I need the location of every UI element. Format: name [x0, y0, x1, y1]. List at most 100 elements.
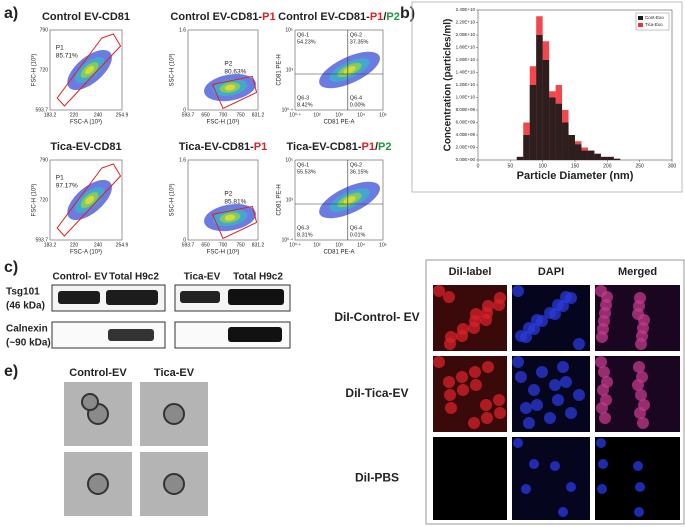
scatter-cloud [343, 66, 356, 74]
histogram-bar [516, 156, 524, 160]
cell [596, 438, 606, 448]
quadrant-percent: 54.23% [297, 39, 316, 45]
quadrant-percent: 37.35% [350, 39, 369, 45]
x-tick-label: 183.2 [44, 112, 57, 118]
cell [521, 484, 531, 494]
cell [444, 338, 456, 350]
x-tick-label: 183.2 [44, 242, 57, 248]
y-tick-label: 10³ [286, 197, 294, 203]
x-tick-label: 700 [219, 112, 228, 118]
scatter-cloud [343, 196, 356, 204]
x-tick-label: 593.7 [182, 112, 195, 118]
cell [634, 292, 646, 304]
gate-name: P1 [56, 174, 64, 181]
x-tick-label: 240 [94, 242, 103, 248]
histogram-bar [555, 103, 563, 160]
blot-row-label: Calnexin [6, 324, 48, 335]
cell [635, 482, 645, 492]
cell [493, 299, 505, 311]
column-header: Control-EV [69, 367, 127, 379]
gate-percent: 85.81% [224, 198, 246, 205]
y-tick-label: 10³ [286, 67, 294, 73]
histogram-bar [607, 156, 614, 160]
histogram-bar [613, 158, 621, 160]
cell [512, 285, 524, 297]
quadrant-name: Q6-1 [297, 162, 309, 168]
cell [480, 314, 492, 326]
plot-title: Control EV-CD81 [42, 11, 130, 23]
x-axis-label: FSC-H (10³) [207, 250, 240, 256]
gate [211, 205, 258, 240]
title-part: Control EV-CD81- [170, 11, 262, 23]
y-tick-label: 720 [40, 67, 49, 73]
y-tick-label: 0 [183, 107, 186, 113]
x-axis-label: FSC-A (10³) [70, 120, 102, 126]
blot-header: Tica-EV [184, 272, 221, 283]
cell [633, 461, 643, 471]
histogram-bar [536, 35, 543, 160]
panel-label: a) [4, 5, 18, 22]
x-tick-label: 10⁴ [357, 112, 365, 118]
micrograph [595, 437, 680, 520]
cell [456, 371, 468, 383]
cell [597, 484, 607, 494]
gate-percent: 85.71% [56, 52, 78, 59]
x-tick-label: 150 [571, 163, 580, 169]
vesicle [163, 473, 185, 495]
vesicle [163, 403, 185, 425]
title-part: P2 [386, 11, 399, 23]
cell [558, 507, 568, 517]
y-tick-label: 1.00E+10 [456, 95, 476, 100]
cell [637, 417, 649, 429]
y-tick-label: 2.00E+10 [456, 32, 476, 37]
cell [513, 438, 523, 448]
histogram-bar [575, 144, 582, 160]
cell [456, 330, 468, 342]
cell [468, 322, 480, 334]
legend-box [635, 12, 670, 31]
y-tick-label: 10⁵ [285, 27, 293, 33]
title-part: Tica-EV-CD81- [179, 141, 254, 153]
cell [529, 459, 539, 469]
blot-band [108, 329, 154, 341]
blot-row-label: (46 kDa) [6, 301, 45, 312]
y-axis-label: CD81 PE-H [277, 54, 283, 85]
cell [433, 285, 445, 297]
cell [536, 366, 548, 378]
gate [211, 75, 258, 110]
blot-band [180, 291, 220, 303]
cell [469, 366, 481, 378]
y-tick-label: 8.00E+09 [456, 107, 476, 112]
x-tick-label: 593.7 [182, 242, 195, 248]
y-tick-label: 10⁰·⁴ [282, 107, 293, 113]
x-axis-label: FSC-H (10³) [207, 120, 240, 126]
plot-title: Tica-EV-CD81 [50, 141, 121, 153]
title-part: Control EV-CD81 [42, 11, 130, 23]
cell [549, 379, 561, 391]
cell [601, 376, 613, 388]
cell [633, 361, 645, 373]
cell [528, 384, 540, 396]
panel-label: c) [4, 259, 18, 276]
gate-percent: 80.63% [224, 68, 246, 75]
cell [493, 394, 505, 406]
cell [560, 376, 572, 388]
quadrant-name: Q6-2 [350, 32, 362, 38]
cell [565, 407, 577, 419]
y-tick-label: 720 [40, 197, 49, 203]
blot-header: Control- EV [53, 272, 108, 283]
quadrant-percent: 36.15% [350, 169, 369, 175]
y-axis-label: FSC-H (10³) [32, 184, 38, 217]
cell [638, 399, 650, 411]
cell [531, 399, 543, 411]
gate [56, 163, 122, 237]
cell [635, 389, 647, 401]
y-axis-label: Concentration (particles/ml) [443, 19, 454, 152]
cell [531, 314, 543, 326]
y-tick-label: 6.00E+09 [456, 120, 476, 125]
histogram-bar [562, 122, 569, 160]
y-tick-label: 1.80E+10 [456, 45, 476, 50]
quadrant-name: Q6-2 [350, 162, 362, 168]
blot-header: Total H9c2 [233, 272, 283, 283]
x-tick-label: 700 [219, 242, 228, 248]
